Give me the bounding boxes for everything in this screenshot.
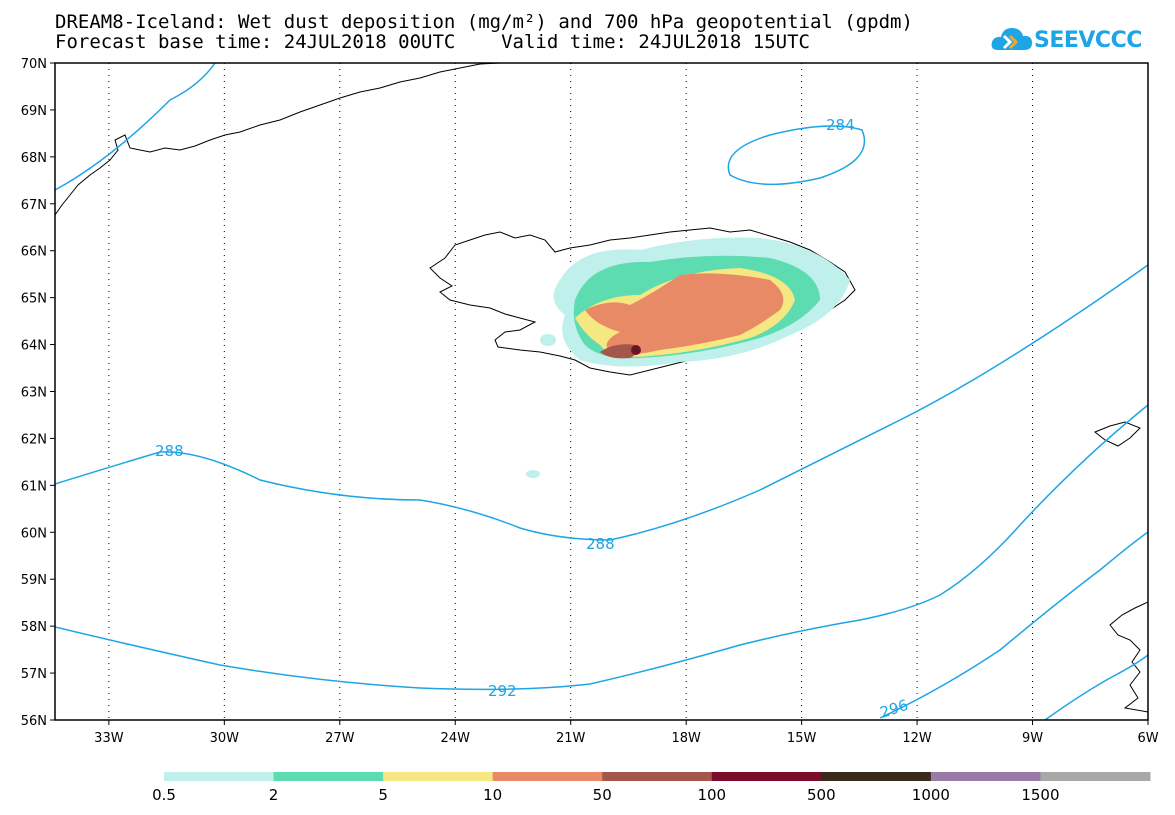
contour-label: 296: [878, 696, 911, 722]
colorbar-swatch: [930, 772, 1041, 781]
lat-label: 64N: [21, 339, 47, 354]
contour-label: 288: [155, 442, 184, 460]
contour-label: 288: [586, 535, 615, 553]
lon-label: 9W: [1022, 731, 1043, 746]
contour-line: [879, 531, 1148, 719]
lon-label: 21W: [556, 731, 586, 746]
colorbar-label: 1500: [1021, 786, 1059, 804]
greenland-coastline: [55, 63, 501, 216]
latitude-labels: 70N 69N 68N 67N 66N 65N 64N 63N 62N 61N 60N 59N 58N 5…: [21, 57, 55, 729]
lon-label: 30W: [210, 731, 240, 746]
colorbar-label: 0.5: [152, 786, 176, 804]
contour-line: [727, 125, 866, 185]
colorbar-swatch: [492, 772, 603, 781]
geopotential-contours: [55, 63, 1148, 720]
lon-label: 12W: [902, 731, 932, 746]
scotland-coastline: [1109, 601, 1148, 713]
colorbar-swatch: [383, 772, 494, 781]
colorbar-label: 5: [378, 786, 388, 804]
map-content: [55, 63, 1148, 720]
lat-label: 65N: [21, 292, 47, 307]
lat-label: 67N: [21, 198, 47, 213]
logo-text: SEEVCCC: [1034, 28, 1142, 53]
colorbar-swatch: [164, 772, 275, 781]
contour-line: [55, 63, 216, 191]
lat-label: 60N: [21, 526, 47, 541]
colorbar-swatch: [602, 772, 713, 781]
contour-line: [55, 404, 1148, 691]
contour-line: [1044, 654, 1148, 720]
seevccc-logo: SEEVCCC: [990, 22, 1142, 56]
map-subtitle: Forecast base time: 24JUL2018 00UTC Vali…: [55, 31, 810, 53]
colorbar-swatch: [1040, 772, 1151, 781]
lon-label: 27W: [325, 731, 355, 746]
map-frame: [54, 62, 1149, 721]
colorbar-swatch: [273, 772, 384, 781]
colorbar: 0.5 2 5 10 50 100 500 1000 1500: [152, 772, 1151, 804]
colorbar-label: 500: [807, 786, 836, 804]
contour-label: 284: [826, 116, 855, 134]
lat-label: 56N: [21, 714, 47, 729]
lat-label: 70N: [21, 57, 47, 72]
lat-label: 59N: [21, 573, 47, 588]
lat-label: 61N: [21, 479, 47, 494]
contour-label: 292: [488, 682, 517, 700]
lat-label: 66N: [21, 245, 47, 260]
lat-label: 62N: [21, 432, 47, 447]
lat-label: 69N: [21, 104, 47, 119]
lon-label: 15W: [787, 731, 817, 746]
dust-deposition-field: [526, 237, 850, 478]
map-title: DREAM8-Iceland: Wet dust deposition (mg/…: [55, 11, 913, 33]
colorbar-swatch: [711, 772, 822, 781]
colorbar-label: 10: [483, 786, 502, 804]
lon-label: 6W: [1137, 731, 1158, 746]
colorbar-label: 50: [593, 786, 612, 804]
lon-label: 18W: [671, 731, 701, 746]
lon-label: 24W: [441, 731, 471, 746]
lat-label: 58N: [21, 620, 47, 635]
colorbar-swatch: [821, 772, 932, 781]
colorbar-label: 100: [697, 786, 726, 804]
colorbar-label: 1000: [912, 786, 950, 804]
colorbar-label: 2: [269, 786, 279, 804]
lat-label: 68N: [21, 151, 47, 166]
lat-label: 57N: [21, 667, 47, 682]
faroe-coastline: [1094, 421, 1141, 447]
lat-label: 63N: [21, 386, 47, 401]
contour-line: [55, 264, 1148, 541]
cloud-icon: [991, 28, 1032, 50]
graticule: [108, 63, 1034, 720]
longitude-labels: 33W 30W 27W 24W 21W 18W 15W 12W 9W 6W: [94, 720, 1159, 746]
lon-label: 33W: [94, 731, 124, 746]
